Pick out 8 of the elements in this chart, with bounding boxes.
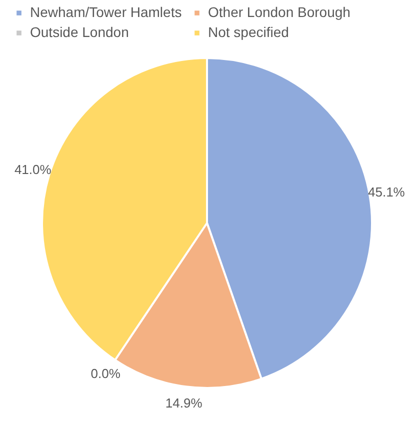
text: 0.0% — [90, 366, 120, 382]
legend-label: Other London Borough — [208, 4, 350, 20]
legend-label: Newham/Tower Hamlets — [30, 4, 182, 20]
legend-label: Not specified — [208, 24, 289, 40]
data-label: 41.0% — [14, 162, 52, 177]
data-label: 14.9% — [165, 396, 203, 411]
data-label: 45.1% — [368, 184, 406, 200]
legend-label: Outside London — [30, 24, 129, 40]
